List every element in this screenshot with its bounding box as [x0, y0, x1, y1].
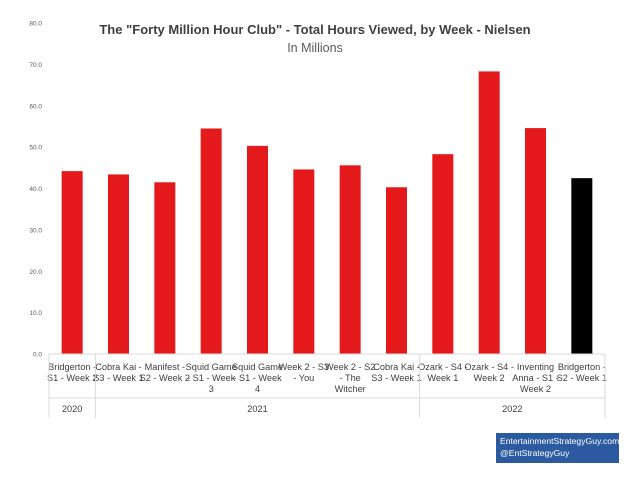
- x-tick-label: Week 2: [474, 373, 505, 383]
- x-tick-label: Inventing: [517, 362, 554, 372]
- x-tick-label: Ozark - S4 -: [418, 362, 468, 372]
- x-tick-label: S2 - Week 2: [140, 373, 190, 383]
- y-tick-label: 10.0: [29, 310, 42, 317]
- y-tick-label: 0.0: [33, 352, 42, 359]
- y-tick-label: 40.0: [29, 186, 42, 193]
- x-tick-label: Squid Game: [186, 362, 237, 372]
- bar: [200, 128, 222, 354]
- x-tick-label: Week 2: [520, 384, 551, 394]
- bar: [525, 128, 546, 354]
- x-tick-label: S2 - Week 1: [557, 373, 607, 383]
- bar: [247, 145, 268, 354]
- x-tick-label: 3: [209, 384, 214, 394]
- bar: [432, 154, 454, 354]
- bar: [478, 71, 500, 354]
- x-tick-label: Ozark - S4 -: [464, 362, 514, 372]
- group-label: 2022: [502, 404, 522, 414]
- x-tick-label: S3 - Week 1: [93, 373, 143, 383]
- x-tick-label: Anna - S1 -: [512, 373, 558, 383]
- chart-title: The "Forty Million Hour Club" - Total Ho…: [99, 22, 531, 37]
- bar: [154, 182, 176, 354]
- x-tick-label: - The: [340, 373, 361, 383]
- chart-subtitle: In Millions: [287, 41, 343, 55]
- x-tick-label: Week 2 - S2: [325, 362, 375, 372]
- x-tick-label: Week 1: [427, 373, 458, 383]
- group-label: 2020: [62, 404, 82, 414]
- y-tick-label: 30.0: [29, 227, 42, 234]
- y-tick-label: 70.0: [29, 62, 42, 69]
- x-tick-label: - S1 - Week: [233, 373, 282, 383]
- bar: [61, 171, 83, 354]
- x-tick-label: 4: [255, 384, 260, 394]
- x-tick-label: Week 2 - S3: [279, 362, 329, 372]
- x-tick-label: Squid Game: [232, 362, 283, 372]
- y-tick-label: 20.0: [29, 269, 42, 276]
- x-tick-label: Cobra Kai -: [373, 362, 419, 372]
- bar: [293, 169, 315, 354]
- y-tick-label: 60.0: [29, 103, 42, 110]
- x-tick-label: - You: [293, 373, 314, 383]
- bar: [571, 178, 593, 354]
- y-tick-label: 80.0: [29, 21, 42, 28]
- bar: [386, 187, 407, 354]
- x-tick-label: Bridgerton -: [48, 362, 96, 372]
- credit-box: EntertainmentStrategyGuy.com @EntStrateg…: [496, 433, 619, 463]
- x-tick-label: Manifest -: [145, 362, 185, 372]
- y-tick-label: 50.0: [29, 145, 42, 152]
- x-tick-label: Cobra Kai -: [95, 362, 141, 372]
- x-tick-label: Bridgerton -: [558, 362, 606, 372]
- x-tick-label: Witcher: [335, 384, 366, 394]
- x-tick-label: - S1 - Week: [187, 373, 236, 383]
- group-label: 2021: [247, 404, 267, 414]
- x-tick-label: S3 - Week 1: [371, 373, 421, 383]
- x-tick-label: S1 - Week 2: [47, 373, 97, 383]
- credit-handle: @EntStrategyGuy: [500, 448, 570, 458]
- credit-website: EntertainmentStrategyGuy.com: [500, 436, 620, 446]
- bar: [339, 165, 361, 354]
- bar: [108, 174, 129, 354]
